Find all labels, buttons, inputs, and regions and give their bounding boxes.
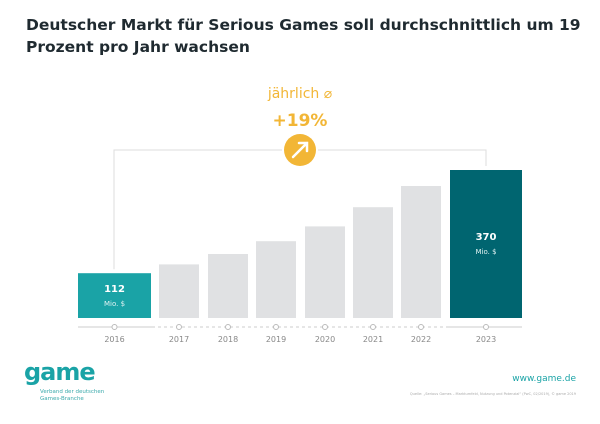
bar-2021 bbox=[353, 207, 393, 318]
chart-title: Deutscher Markt für Serious Games soll d… bbox=[26, 16, 581, 56]
bracket-line bbox=[318, 149, 487, 166]
bar-2020 bbox=[305, 226, 345, 318]
source-note: Quelle: „Serious Games – Marktumfeld, Nu… bbox=[409, 392, 576, 396]
x-tick-label: 2021 bbox=[363, 335, 383, 344]
game-logo: game bbox=[24, 358, 96, 386]
axis-tick-marker bbox=[322, 324, 328, 330]
x-tick-label: 2019 bbox=[266, 335, 286, 344]
data-label-value: 112 bbox=[104, 284, 125, 295]
x-tick-label: 2018 bbox=[218, 335, 238, 344]
x-tick-label: 2017 bbox=[169, 335, 189, 344]
axis-tick-marker bbox=[370, 324, 376, 330]
axis-tick-marker bbox=[225, 324, 231, 330]
axis-tick-marker bbox=[273, 324, 279, 330]
x-tick-label: 2016 bbox=[104, 335, 124, 344]
axis-tick-marker bbox=[176, 324, 182, 330]
axis-tick-marker bbox=[483, 324, 489, 330]
bracket-line bbox=[113, 149, 282, 270]
logo-subtitle: Verband der deutschen Games-Branche bbox=[40, 389, 105, 402]
x-tick-label: 2022 bbox=[411, 335, 431, 344]
arrow-glyph bbox=[291, 141, 309, 159]
bar-2017 bbox=[159, 264, 199, 318]
bar-2018 bbox=[208, 254, 248, 318]
data-label-value: 370 bbox=[476, 232, 497, 243]
x-tick-label: 2023 bbox=[476, 335, 496, 344]
bar-2016 bbox=[78, 273, 151, 318]
website-link[interactable]: www.game.de bbox=[512, 374, 576, 384]
annotation-label: jährlich ⌀ bbox=[267, 86, 333, 102]
axis-tick-marker bbox=[111, 324, 118, 330]
annotation-value: +19% bbox=[273, 111, 328, 131]
data-label-unit: Mio. $ bbox=[475, 248, 496, 256]
axis-tick-marker bbox=[418, 324, 424, 330]
bar-chart: 2016 2017 2018 2019 2020 2021 2022 2023 112 Mio. … bbox=[78, 86, 522, 344]
bar-2023 bbox=[450, 170, 522, 318]
bar-2019 bbox=[256, 241, 296, 318]
data-label-unit: Mio. $ bbox=[104, 300, 125, 308]
x-tick-label: 2020 bbox=[315, 335, 335, 344]
bar-2022 bbox=[401, 186, 441, 318]
